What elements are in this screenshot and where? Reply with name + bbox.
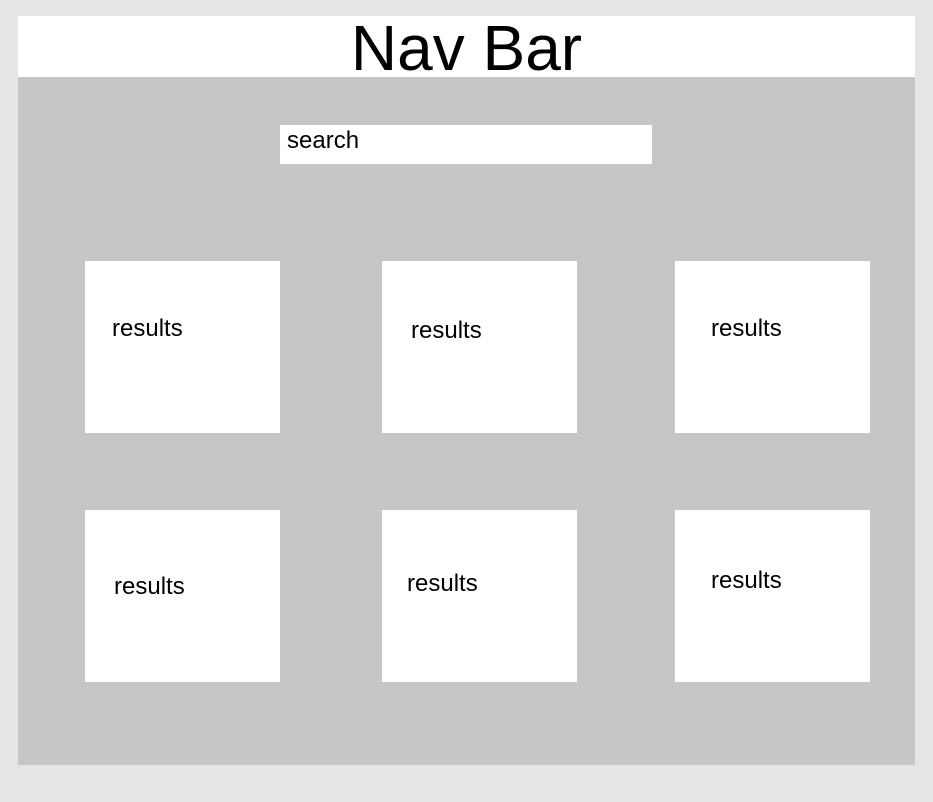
nav-bar-title: Nav Bar bbox=[350, 16, 583, 77]
result-card[interactable]: results bbox=[85, 261, 280, 433]
result-card-label: results bbox=[114, 573, 185, 600]
result-card-label: results bbox=[411, 317, 482, 344]
result-card[interactable]: results bbox=[382, 261, 577, 433]
nav-bar[interactable]: Nav Bar bbox=[18, 16, 915, 77]
result-card[interactable]: results bbox=[382, 510, 577, 682]
result-card[interactable]: results bbox=[675, 510, 870, 682]
result-card[interactable]: results bbox=[675, 261, 870, 433]
result-card-label: results bbox=[711, 567, 782, 594]
result-card-label: results bbox=[112, 315, 183, 342]
result-card[interactable]: results bbox=[85, 510, 280, 682]
app-frame: Nav Bar results results results results … bbox=[18, 16, 915, 765]
result-card-label: results bbox=[711, 315, 782, 342]
search-input[interactable] bbox=[287, 125, 652, 164]
result-card-label: results bbox=[407, 570, 478, 597]
search-box[interactable] bbox=[280, 125, 652, 164]
